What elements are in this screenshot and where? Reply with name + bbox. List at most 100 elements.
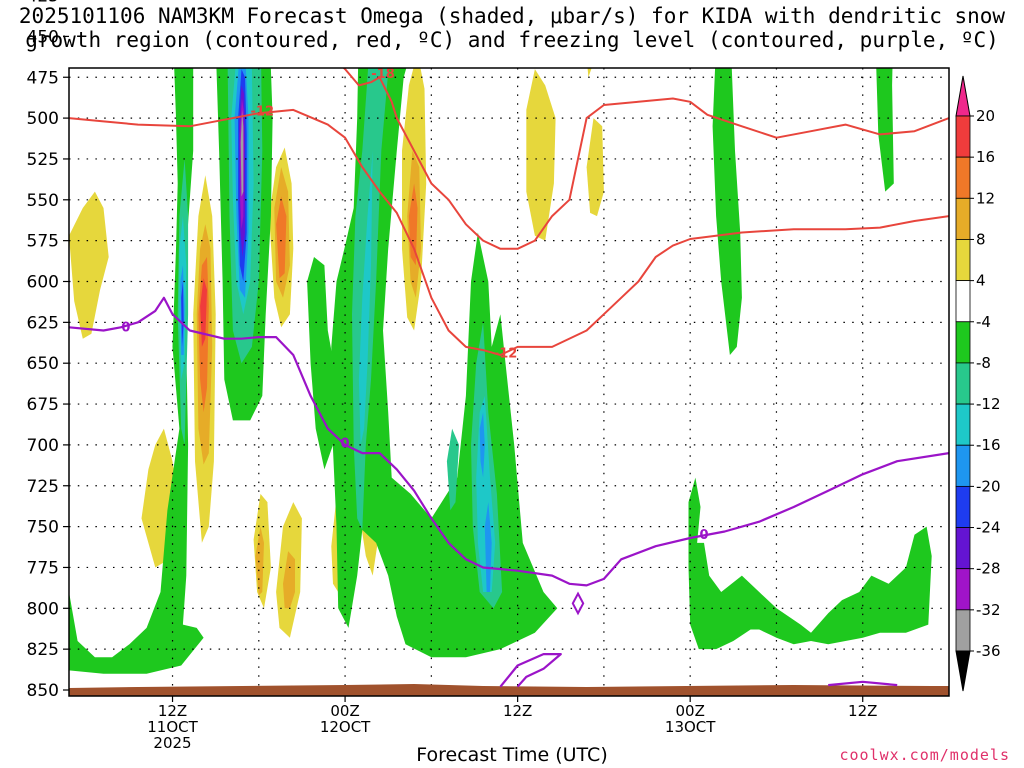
colorbar-swatch: [955, 485, 971, 528]
colorbar-label: 12: [976, 189, 995, 207]
y-tick-label: 600: [27, 273, 59, 293]
y-tick-label: 775: [27, 558, 59, 578]
y-tick-label: 425: [27, 0, 59, 7]
colorbar-swatch: [955, 321, 971, 364]
freezing-level-contour: [828, 680, 898, 687]
colorbar-label: 20: [976, 107, 995, 125]
plot-frame: [68, 67, 950, 697]
y-tick-label: 725: [27, 477, 59, 497]
contour-label-dendritic: -18: [371, 67, 395, 82]
y-tick-label: 825: [27, 640, 59, 660]
colorbar-under-triangle: [955, 650, 971, 692]
x-tick-label: 12Z: [848, 702, 877, 720]
colorbar-label: -24: [976, 519, 1001, 537]
omega-region: [200, 278, 207, 347]
colorbar-swatch: [955, 609, 971, 652]
y-tick-label: 550: [27, 191, 59, 211]
omega-region: [586, 118, 604, 217]
omega-region: [408, 183, 418, 266]
omega-region: [307, 257, 337, 470]
grid-lines: [69, 68, 949, 696]
colorbar-label: -4: [976, 313, 991, 331]
colorbar-swatch: [955, 197, 971, 240]
colorbar-swatch: [955, 156, 971, 199]
omega-region: [283, 551, 295, 609]
source-credit: coolwx.com/models: [839, 746, 1010, 764]
omega-region: [69, 68, 204, 674]
contour-label-dendritic: -12: [494, 346, 518, 361]
omega-region: [876, 68, 894, 192]
x-tick-label: 12Z: [158, 702, 187, 720]
colorbar-label: -16: [976, 436, 1001, 454]
omega-region: [281, 0, 291, 45]
colorbar: 20 16 12 8 4 -4 -8 -12 -16 -20 -24 -28 -32 -36: [955, 75, 1001, 692]
colorbar-swatch: [955, 527, 971, 570]
y-tick-label: 750: [27, 518, 59, 538]
title-line-2: growth region (contoured, red, ºC) and f…: [25, 28, 999, 52]
colorbar-swatch: [955, 239, 971, 282]
colorbar-label: 4: [976, 272, 986, 290]
colorbar-swatch: [955, 568, 971, 611]
omega-region: [240, 109, 244, 197]
omega-region: [390, 0, 400, 36]
y-tick-label: 575: [27, 232, 59, 252]
x-tick-label: 11OCT: [147, 718, 198, 736]
freezing-level-contour: [69, 296, 949, 587]
title-line-1: 2025101106 NAM3KM Forecast Omega (shaded…: [18, 4, 1006, 28]
y-tick-label: 675: [27, 395, 59, 415]
omega-region: [181, 281, 184, 347]
y-tick-label: 450: [27, 27, 59, 47]
omega-region: [69, 191, 109, 339]
omega-region: [331, 68, 558, 658]
y-tick-label: 625: [27, 313, 59, 333]
y-tick-label: 850: [27, 681, 59, 701]
chart-title: 2025101106 NAM3KM Forecast Omega (shaded…: [0, 4, 1024, 52]
omega-shading: [69, 0, 932, 674]
omega-region: [526, 69, 556, 241]
y-axis: 3754004254504755005255505756006256506757…: [27, 0, 69, 701]
omega-region: [479, 412, 485, 478]
colorbar-label: -20: [976, 477, 1001, 495]
terrain-layer: [69, 684, 949, 696]
colorbar-swatch: [955, 403, 971, 446]
x-tick-label: 00Z: [330, 702, 359, 720]
omega-region: [688, 477, 932, 650]
colorbar-swatch: [955, 362, 971, 405]
terrain-ground: [69, 684, 949, 696]
colorbar-label: -28: [976, 560, 1001, 578]
freezing-level-contour: [499, 652, 562, 688]
y-tick-label: 525: [27, 150, 59, 170]
colorbar-swatch: [955, 280, 971, 323]
omega-region: [712, 68, 742, 355]
x-tick-label: 12Z: [503, 702, 532, 720]
colorbar-label: -8: [976, 354, 991, 372]
colorbar-swatch: [955, 444, 971, 487]
x-axis-label: Forecast Time (UTC): [416, 744, 608, 766]
omega-region: [358, 150, 373, 445]
dendritic-contour: [342, 68, 949, 250]
contour-label-freezing: 0: [121, 320, 130, 335]
colorbar-label: -32: [976, 601, 1001, 619]
x-tick-label: 13OCT: [665, 718, 716, 736]
y-tick-label: 475: [27, 68, 59, 88]
freezing-level-contour: [571, 591, 585, 616]
contour-label-dendritic: -12: [251, 105, 275, 120]
colorbar-over-triangle: [955, 75, 971, 117]
x-tick-label: 2025: [153, 734, 191, 752]
omega-region: [446, 428, 459, 511]
x-tick-label: 00Z: [675, 702, 704, 720]
contour-lines: -12 -12 -18 0 0 0: [69, 67, 949, 688]
omega-region: [587, 68, 592, 78]
colorbar-label: 8: [976, 230, 986, 248]
colorbar-swatch: [955, 115, 971, 158]
colorbar-label: -36: [976, 642, 1001, 660]
contour-label-freezing: 0: [341, 436, 350, 451]
x-tick-label: 12OCT: [320, 718, 371, 736]
y-tick-label: 800: [27, 599, 59, 619]
contour-label-freezing: 0: [699, 528, 708, 543]
omega-region: [255, 526, 264, 596]
colorbar-label: -12: [976, 395, 1001, 413]
colorbar-label: 16: [976, 148, 995, 166]
